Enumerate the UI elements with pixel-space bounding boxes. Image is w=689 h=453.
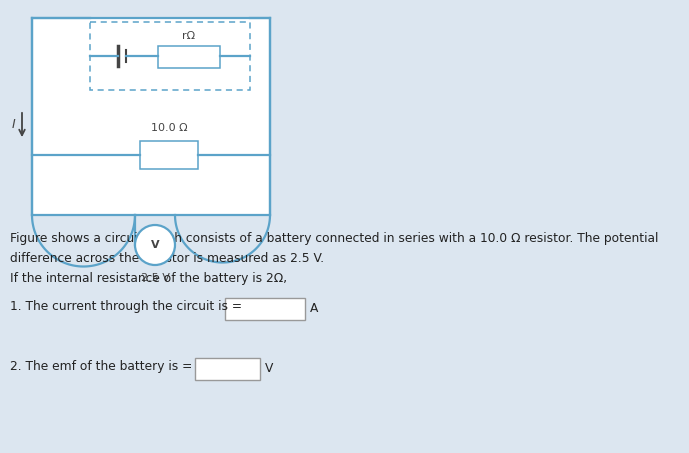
Text: rΩ: rΩ	[183, 31, 196, 41]
Text: 2.5 V: 2.5 V	[141, 273, 169, 283]
Text: difference across the resistor is measured as 2.5 V.: difference across the resistor is measur…	[10, 252, 324, 265]
Text: 10.0 Ω: 10.0 Ω	[151, 123, 187, 133]
Text: A: A	[310, 303, 318, 315]
Text: I: I	[12, 119, 16, 131]
Text: Figure shows a circuit which consists of a battery connected in series with a 10: Figure shows a circuit which consists of…	[10, 232, 659, 245]
Text: V: V	[151, 240, 159, 250]
Bar	[90, 22, 250, 90]
Text: 1. The current through the circuit is =: 1. The current through the circuit is =	[10, 300, 242, 313]
Bar	[32, 18, 270, 215]
Bar	[158, 46, 220, 68]
Bar	[140, 141, 198, 169]
Bar	[195, 358, 260, 380]
Circle shape	[135, 225, 175, 265]
Text: If the internal resistance of the battery is 2Ω,: If the internal resistance of the batter…	[10, 272, 287, 285]
Text: V: V	[265, 362, 274, 376]
Text: 2. The emf of the battery is =: 2. The emf of the battery is =	[10, 360, 192, 373]
Bar	[225, 298, 305, 320]
